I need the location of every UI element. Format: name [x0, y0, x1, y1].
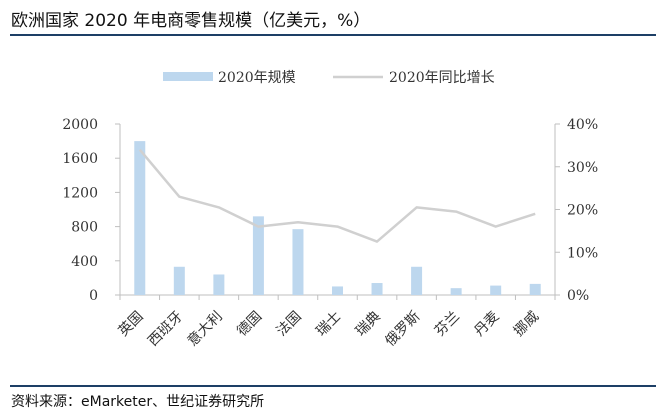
bar-1 [134, 141, 146, 295]
bar-9 [450, 288, 462, 295]
x-tick-label: 西班牙 [145, 309, 186, 350]
right-tick-label: 30% [567, 160, 598, 176]
title-rule [10, 34, 656, 36]
right-tick-label: 0% [567, 288, 589, 304]
right-tick-label: 40% [567, 117, 598, 133]
axes: 0 400 800 1200 1600 2000 0% 10% 20% 30% 40% [62, 117, 598, 304]
growth-line [138, 148, 536, 243]
x-tick-label: 瑞士 [313, 309, 344, 340]
bar-series [134, 141, 541, 295]
right-tick-label: 10% [567, 245, 598, 261]
bar-3 [213, 274, 225, 295]
left-tick-label: 0 [89, 288, 98, 304]
legend: 2020年规模 2020年同比增长 [163, 70, 495, 86]
bar-6 [332, 286, 343, 295]
bar-10 [490, 285, 502, 295]
chart-title: 欧洲国家 2020 年电商零售规模（亿美元，%） [11, 11, 371, 31]
left-tick-label: 800 [71, 220, 98, 236]
bar-11 [529, 283, 541, 295]
bar-8 [411, 266, 423, 295]
x-tick-label: 丹麦 [471, 309, 502, 340]
bar-2 [173, 266, 185, 295]
left-tick-label: 1200 [62, 185, 98, 201]
legend-bar-label: 2020年规模 [218, 70, 296, 86]
legend-line-label: 2020年同比增长 [389, 70, 495, 86]
x-tick-label: 英国 [115, 308, 147, 340]
right-tick-label: 20% [567, 203, 598, 219]
legend-bar-swatch [163, 72, 213, 81]
x-tick-label: 法国 [274, 309, 305, 340]
line-series [138, 148, 536, 243]
x-tick-label: 芬兰 [432, 309, 463, 340]
bar-4 [252, 216, 264, 295]
source-rule [10, 385, 656, 387]
x-tick-label: 瑞典 [353, 309, 384, 340]
x-tick-label: 俄罗斯 [382, 309, 423, 350]
x-tick-label: 德国 [234, 309, 265, 340]
left-tick-label: 2000 [62, 117, 98, 133]
left-tick-label: 400 [71, 254, 98, 270]
bar-5 [292, 229, 304, 295]
left-tick-label: 1600 [62, 151, 98, 167]
x-tick-label: 挪威 [511, 309, 542, 340]
bar-7 [371, 283, 383, 295]
x-tick-label: 意大利 [184, 308, 226, 350]
source-note: 资料来源：eMarketer、世纪证券研究所 [11, 394, 265, 410]
